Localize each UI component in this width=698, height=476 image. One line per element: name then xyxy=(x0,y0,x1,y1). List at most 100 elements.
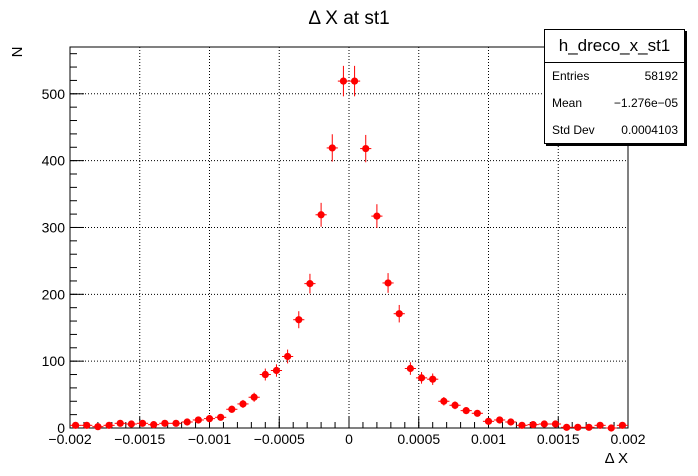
marker xyxy=(339,77,348,85)
data-point xyxy=(326,134,338,162)
x-tick-labels: −0.002 −0.0015 −0.001 −0.0005 0 0.0005 0.001 0.… xyxy=(48,431,645,447)
stats-value: −1.276e−05 xyxy=(613,96,678,110)
stats-row-entries: Entries 58192 xyxy=(545,63,684,90)
marker xyxy=(272,366,281,375)
marker xyxy=(239,400,247,408)
marker xyxy=(406,364,414,373)
marker xyxy=(618,421,627,429)
marker xyxy=(150,421,158,429)
data-point xyxy=(259,368,271,381)
marker xyxy=(71,421,80,429)
x-tick-label: −0.002 xyxy=(48,431,91,447)
x-tick-label: 0.0015 xyxy=(537,431,580,447)
marker xyxy=(607,424,615,432)
data-point xyxy=(594,421,606,429)
data-point xyxy=(527,421,539,429)
stats-row-stddev: Std Dev 0.0004103 xyxy=(545,117,684,144)
data-point xyxy=(393,304,405,323)
data-point xyxy=(270,364,283,377)
y-tick-label: 500 xyxy=(42,86,66,102)
data-point xyxy=(583,423,595,431)
stats-title: h_dreco_x_st1 xyxy=(545,30,684,63)
marker xyxy=(94,423,102,431)
chart-title: Δ X at st1 xyxy=(308,8,389,29)
marker xyxy=(116,419,124,427)
data-point xyxy=(226,405,238,413)
marker xyxy=(462,407,470,415)
marker xyxy=(484,417,493,425)
marker xyxy=(596,421,604,429)
data-point xyxy=(561,423,573,431)
stats-label: Mean xyxy=(552,96,583,110)
marker xyxy=(306,280,314,288)
y-tick-label: 0 xyxy=(57,420,65,436)
marker xyxy=(529,421,537,429)
marker xyxy=(440,397,448,405)
marker xyxy=(362,145,370,153)
marker xyxy=(194,416,202,424)
x-tick-label: 0.002 xyxy=(610,431,645,447)
marker xyxy=(417,374,426,382)
stats-label: Std Dev xyxy=(552,123,595,137)
marker xyxy=(317,211,325,219)
data-point xyxy=(304,273,316,294)
data-point xyxy=(315,202,327,227)
data-point xyxy=(572,423,584,431)
marker xyxy=(373,212,381,220)
data-point xyxy=(471,409,483,417)
y-axis-label: N xyxy=(9,47,26,58)
x-tick-label: −0.0015 xyxy=(114,431,165,447)
data-point xyxy=(349,65,361,97)
marker xyxy=(295,316,303,324)
marker xyxy=(574,423,582,431)
marker xyxy=(83,421,91,429)
data-point xyxy=(360,134,372,163)
data-point xyxy=(237,399,249,408)
data-point xyxy=(538,420,550,428)
marker xyxy=(451,401,459,409)
data-point xyxy=(516,421,528,429)
data-point xyxy=(103,421,115,429)
data-point xyxy=(192,416,204,424)
data-point xyxy=(382,273,394,293)
marker xyxy=(518,421,526,429)
stats-value: 0.0004103 xyxy=(621,123,678,137)
y-tick-label: 200 xyxy=(42,286,66,302)
data-point xyxy=(70,421,82,429)
marker xyxy=(217,413,225,421)
data-point xyxy=(449,401,461,410)
x-tick-label: −0.001 xyxy=(188,431,231,447)
marker xyxy=(384,279,392,287)
x-tick-label: 0.001 xyxy=(471,431,506,447)
marker xyxy=(585,423,593,431)
data-point xyxy=(114,419,126,427)
x-tick-label: 0.0005 xyxy=(397,431,440,447)
axis-ticks xyxy=(69,53,629,429)
marker xyxy=(395,310,403,318)
data-point xyxy=(337,65,349,97)
marker xyxy=(473,409,481,417)
data-point xyxy=(549,420,562,428)
data-point xyxy=(81,421,93,429)
marker xyxy=(328,144,336,152)
stats-label: Entries xyxy=(552,69,590,83)
marker xyxy=(138,419,147,427)
data-point xyxy=(148,421,160,429)
data-point xyxy=(215,413,227,421)
stats-row-mean: Mean −1.276e−05 xyxy=(545,90,684,117)
x-tick-label: 0 xyxy=(345,431,353,447)
marker xyxy=(540,420,548,428)
data-point xyxy=(482,417,495,425)
marker xyxy=(183,418,191,426)
marker xyxy=(563,423,571,431)
data-point xyxy=(438,397,450,406)
data-point xyxy=(494,416,506,424)
marker xyxy=(127,420,135,428)
marker xyxy=(205,415,214,423)
marker xyxy=(261,370,269,379)
data-point xyxy=(282,349,294,364)
data-point xyxy=(92,423,104,431)
data-point xyxy=(125,420,137,428)
data-point xyxy=(181,418,193,426)
